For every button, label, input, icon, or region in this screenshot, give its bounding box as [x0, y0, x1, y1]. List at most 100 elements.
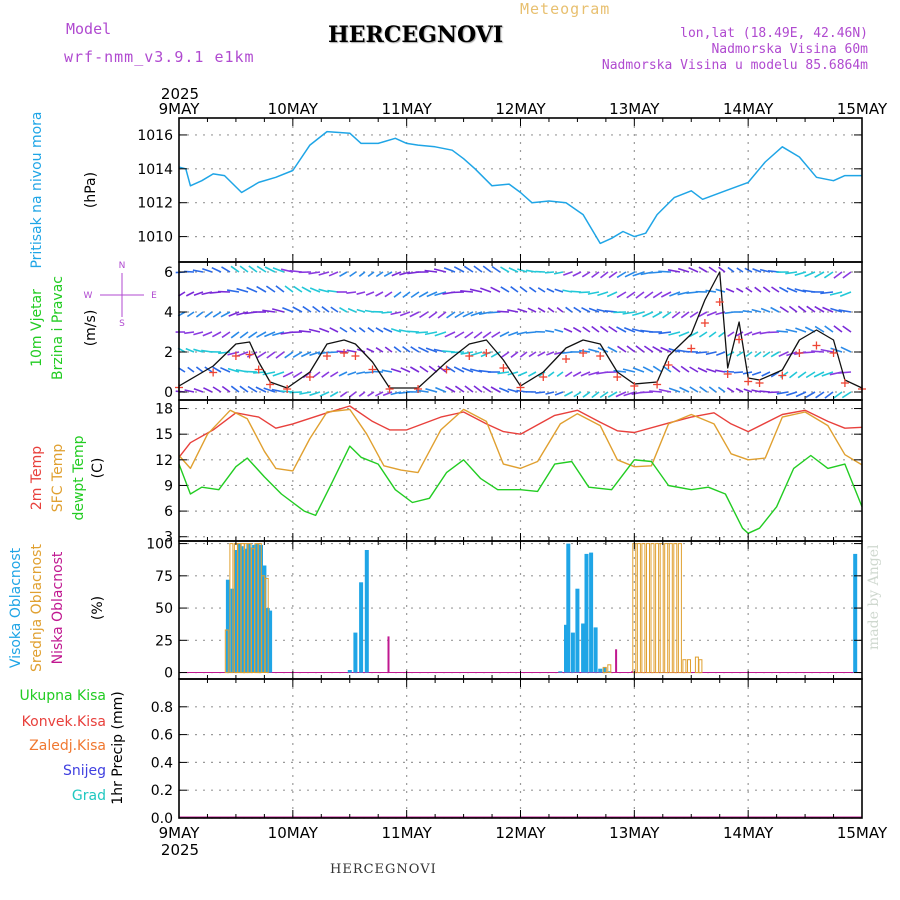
- wind-arrow: [418, 291, 429, 298]
- wind-arrow: [562, 289, 573, 293]
- wind-arrow: [699, 386, 708, 393]
- cloud-bar: [575, 588, 580, 673]
- cloud-bar: [687, 659, 691, 674]
- wind-arrow: [428, 311, 438, 319]
- y-tick-label: 4: [164, 305, 173, 321]
- wind-arrow: [745, 351, 753, 358]
- x-tick-label-top: 13MAY: [609, 100, 660, 118]
- wind-arrow: [437, 365, 447, 373]
- wind-arrow: [382, 391, 393, 397]
- wind-arrow: [770, 306, 780, 313]
- wind-arrow: [464, 385, 474, 393]
- wind-arrow: [239, 331, 249, 339]
- cloud-bar: [694, 656, 699, 674]
- wind-arrow: [212, 311, 222, 318]
- wind-arrow: [221, 385, 231, 393]
- wind-arrow: [309, 391, 321, 397]
- precip-legend-0: Ukupna Kisa: [19, 688, 106, 704]
- wind-arrow: [230, 385, 240, 393]
- model-elevation: Nadmorska Visina u modelu 85.6864m: [601, 58, 868, 73]
- x-tick-label-top: 11MAY: [382, 100, 433, 118]
- wind-arrow: [797, 371, 807, 379]
- cloud-bar: [244, 548, 249, 673]
- wind-arrow: [660, 346, 672, 353]
- wind-arrow: [565, 306, 573, 313]
- cloud-bar: [387, 636, 390, 673]
- wind-arrow: [367, 391, 375, 397]
- wind-arrow: [308, 271, 321, 275]
- wind-arrow: [263, 387, 276, 393]
- wind-arrow: [211, 266, 222, 273]
- temp-line-1: [178, 408, 863, 474]
- wind-arrow: [508, 267, 519, 273]
- wind-arrow: [688, 331, 699, 338]
- wind-arrow: [212, 386, 222, 393]
- wind-arrow: [272, 371, 285, 377]
- wind-arrow: [797, 305, 807, 313]
- wind-arrow: [462, 311, 474, 318]
- wind-arrow: [321, 306, 330, 313]
- wind-arrow: [246, 286, 258, 293]
- wind-arrow: [754, 351, 762, 358]
- wind-arrow: [528, 371, 537, 377]
- wind-arrow: [226, 289, 240, 293]
- wind-arrow: [581, 271, 591, 278]
- wind-arrow: [248, 331, 258, 339]
- wind-arrow: [381, 311, 393, 314]
- y-tick-label: 25: [155, 633, 173, 649]
- wind-arrow: [726, 351, 735, 357]
- wind-arrow: [275, 285, 285, 293]
- precip-legend-4: Grad: [72, 788, 106, 804]
- wind-arrow: [736, 331, 744, 337]
- wind-arrow: [443, 266, 456, 273]
- wind-arrow: [776, 391, 789, 395]
- y-tick-label: 18: [155, 402, 173, 418]
- y-tick-label: 100: [146, 537, 173, 553]
- wind-arrow: [751, 371, 762, 376]
- x-tick-label-bottom: 10MAY: [268, 824, 319, 842]
- cloud-bar: [598, 668, 603, 673]
- model-name: wrf-nmm_v3.9.1 e1km: [64, 48, 255, 66]
- wind-arrow: [470, 311, 483, 317]
- wind-arrow: [607, 346, 618, 353]
- wind-arrow: [786, 287, 798, 293]
- wind-arrow: [563, 327, 573, 333]
- wind-arrow: [649, 390, 663, 393]
- wind-arrow: [578, 349, 591, 353]
- wind-arrow: [564, 391, 573, 397]
- high-cloud-label: Visoka Oblacnost: [8, 547, 24, 668]
- wind-arrow: [221, 266, 231, 273]
- dew-axis-label: dewpt Temp: [71, 435, 87, 520]
- cloud-bar: [668, 543, 673, 674]
- wind-arrow: [715, 288, 726, 293]
- wind-arrow: [445, 386, 456, 393]
- wind-arrow: [195, 366, 204, 373]
- wind-arrow: [375, 391, 384, 397]
- wind-arrow: [185, 291, 195, 297]
- product-title: Meteogram: [520, 0, 611, 18]
- wind-arrow: [833, 391, 843, 399]
- wind-arrow: [622, 311, 636, 315]
- wind-arrow: [680, 365, 690, 373]
- wind-arrow: [329, 371, 339, 378]
- y-tick-label: 50: [155, 601, 173, 617]
- y-tick-label: 12: [155, 453, 173, 469]
- wind-arrow: [402, 291, 411, 299]
- wind-arrow: [446, 311, 456, 319]
- wind-arrow: [473, 331, 483, 339]
- wind-arrow: [786, 391, 798, 397]
- wind-arrow: [616, 326, 627, 333]
- wind-arrow: [508, 331, 519, 337]
- wind-arrow: [695, 351, 708, 354]
- cloud-bar: [677, 543, 682, 674]
- cloud-bar: [237, 543, 242, 673]
- wind-arrow: [588, 348, 600, 353]
- wind-arrow: [402, 345, 411, 353]
- wind-arrow: [349, 271, 357, 278]
- wind-arrow: [482, 385, 492, 393]
- wind-arrow: [743, 388, 753, 393]
- wind-arrow: [698, 331, 708, 338]
- wind-arrow: [679, 386, 690, 393]
- wind-arrow: [795, 327, 807, 333]
